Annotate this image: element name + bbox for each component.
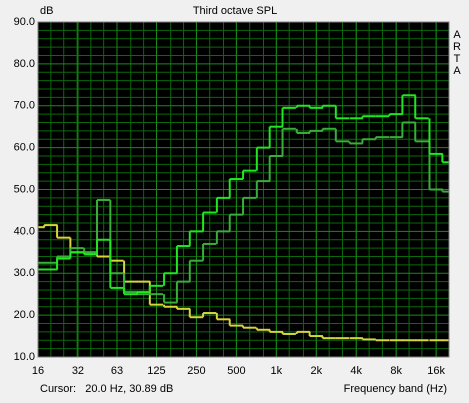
x-tick-label: 4k bbox=[350, 365, 362, 377]
x-tick-label: 125 bbox=[147, 365, 165, 377]
x-tick-label: 8k bbox=[390, 365, 402, 377]
y-tick-label: 40.0 bbox=[14, 225, 35, 237]
chart-title: Third octave SPL bbox=[193, 5, 277, 17]
y-tick-label: 50.0 bbox=[14, 183, 35, 195]
brand: ARTA bbox=[453, 29, 461, 77]
y-tick-label: 60.0 bbox=[14, 142, 35, 154]
x-tick-label: 32 bbox=[72, 365, 84, 377]
x-tick-label: 250 bbox=[187, 365, 205, 377]
y-tick-label: 20.0 bbox=[14, 309, 35, 321]
x-tick-label: 16 bbox=[32, 365, 44, 377]
plot-border bbox=[37, 21, 450, 358]
x-tick-label: 63 bbox=[111, 365, 123, 377]
y-tick-label: 90.0 bbox=[14, 16, 35, 28]
x-tick-label: 2k bbox=[310, 365, 322, 377]
x-tick-label: 1k bbox=[271, 365, 283, 377]
x-axis-label: Frequency band (Hz) bbox=[344, 383, 447, 395]
x-tick-label: 500 bbox=[227, 365, 245, 377]
x-tick-label: 16k bbox=[427, 365, 445, 377]
y-tick-label: 10.0 bbox=[14, 351, 35, 363]
y-tick-label: 70.0 bbox=[14, 100, 35, 112]
y-axis-label: dB bbox=[40, 5, 53, 17]
cursor-readout: Cursor: 20.0 Hz, 30.89 dB bbox=[40, 383, 173, 395]
y-tick-label: 30.0 bbox=[14, 267, 35, 279]
y-tick-label: 80.0 bbox=[14, 58, 35, 70]
